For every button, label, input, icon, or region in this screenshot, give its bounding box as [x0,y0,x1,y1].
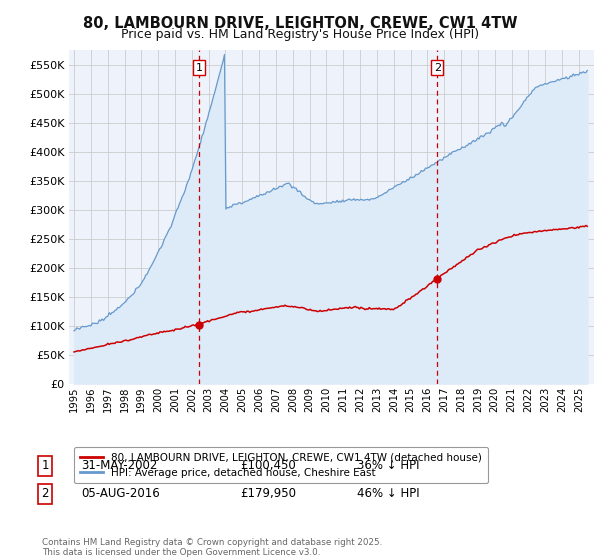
Legend: 80, LAMBOURN DRIVE, LEIGHTON, CREWE, CW1 4TW (detached house), HPI: Average pric: 80, LAMBOURN DRIVE, LEIGHTON, CREWE, CW1… [74,447,488,483]
Text: 2: 2 [434,63,441,73]
Text: 1: 1 [41,459,49,473]
Text: 31-MAY-2002: 31-MAY-2002 [81,459,157,473]
Text: Contains HM Land Registry data © Crown copyright and database right 2025.
This d: Contains HM Land Registry data © Crown c… [42,538,382,557]
Text: 80, LAMBOURN DRIVE, LEIGHTON, CREWE, CW1 4TW: 80, LAMBOURN DRIVE, LEIGHTON, CREWE, CW1… [83,16,517,31]
Text: 36% ↓ HPI: 36% ↓ HPI [357,459,419,473]
Text: 46% ↓ HPI: 46% ↓ HPI [357,487,419,501]
Text: £179,950: £179,950 [240,487,296,501]
Text: 2: 2 [41,487,49,501]
Text: 05-AUG-2016: 05-AUG-2016 [81,487,160,501]
Text: £100,450: £100,450 [240,459,296,473]
Text: Price paid vs. HM Land Registry's House Price Index (HPI): Price paid vs. HM Land Registry's House … [121,28,479,41]
Text: 1: 1 [196,63,202,73]
